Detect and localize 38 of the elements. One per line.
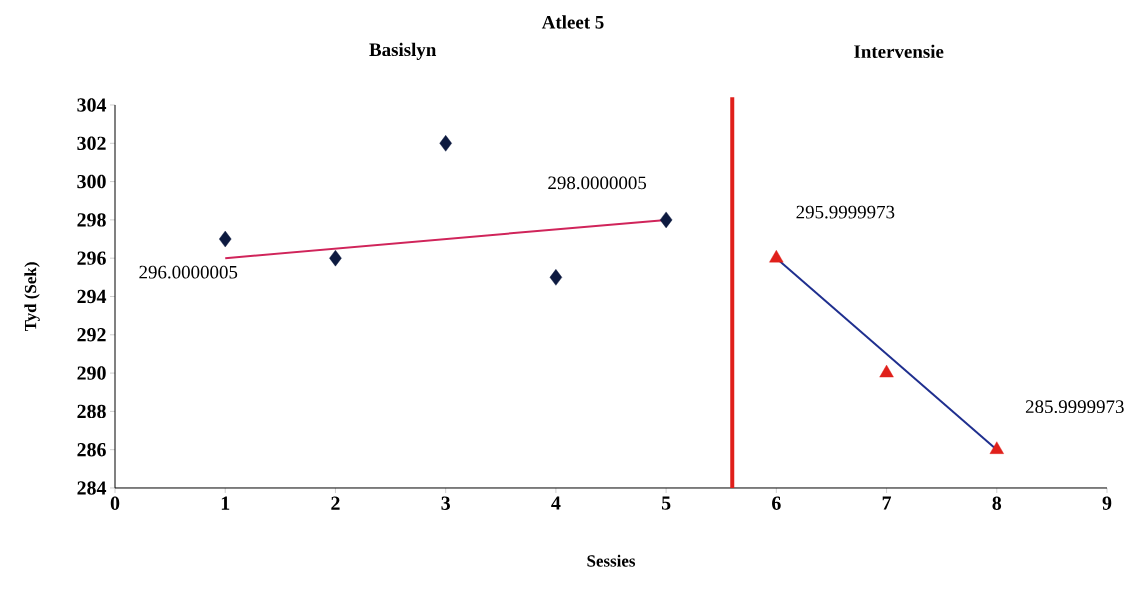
x-tick-label: 3 (441, 496, 450, 510)
y-tick-label: 294 (77, 289, 107, 304)
x-tick-label: 8 (992, 496, 1002, 510)
y-tick-label: 298 (77, 213, 106, 227)
x-tick-label: 6 (772, 496, 781, 510)
point (769, 249, 784, 263)
x-tick-label: 1 (221, 496, 230, 510)
point (659, 211, 673, 229)
y-tick-label: 284 (77, 481, 107, 495)
point (879, 364, 894, 378)
text: Basislyn (369, 42, 437, 60)
y-tick-label: 296 (77, 251, 106, 265)
y-tick-label: 304 (77, 98, 107, 112)
chart-title: Atleet 5 (541, 15, 604, 29)
y-tick-label: 288 (77, 404, 106, 419)
y-axis-title: Tyd (Sek) (24, 262, 40, 332)
x-tick-label: 4 (551, 496, 561, 510)
x-tick-label: 0 (110, 496, 120, 510)
point (989, 441, 1004, 454)
x-tick-label: 2 (331, 496, 340, 510)
x-tick-label: 5 (661, 496, 671, 510)
y-tick-label: 290 (77, 366, 106, 380)
y-tick-label: 286 (77, 442, 106, 457)
point (549, 269, 563, 286)
x-tick-label: 9 (1102, 496, 1112, 510)
annotation: 285.9999973 (1025, 400, 1124, 414)
y-tick-label: 300 (77, 174, 106, 189)
x-tick-label: 7 (882, 496, 892, 510)
annotation: 295.9999973 (796, 205, 895, 219)
text: Intervensie (854, 44, 944, 59)
point (439, 135, 452, 152)
annotation: 298.0000005 (548, 176, 647, 190)
x-axis-title: Sessies (587, 554, 636, 567)
point (329, 249, 342, 267)
annotation: 296.0000005 (139, 265, 238, 279)
y-tick-label: 302 (77, 136, 106, 150)
y-tick-label: 292 (77, 328, 106, 342)
point (219, 230, 232, 248)
